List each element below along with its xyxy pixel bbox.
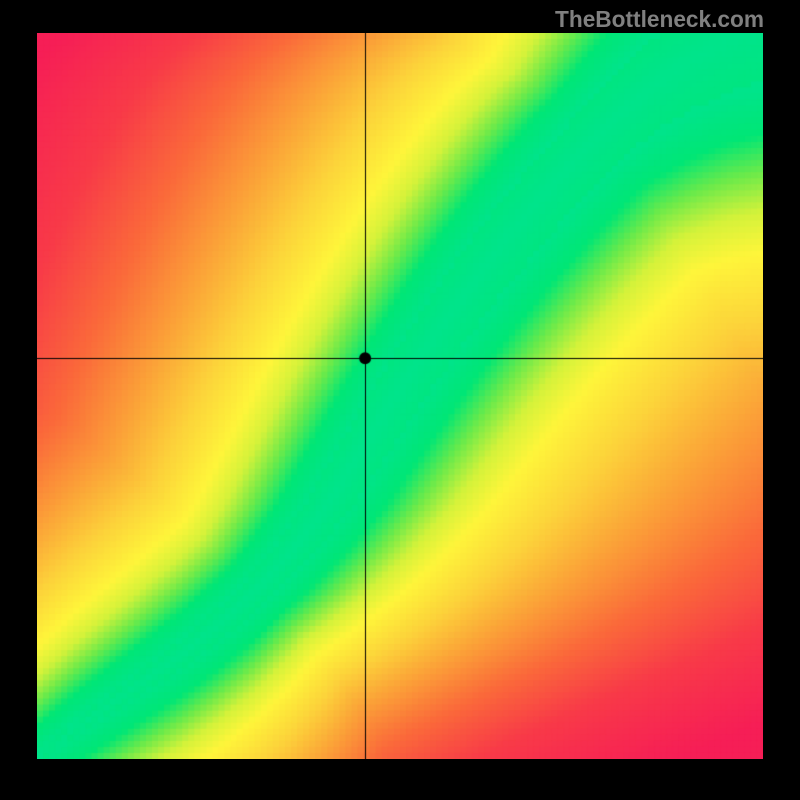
- watermark-text: TheBottleneck.com: [555, 6, 764, 33]
- heatmap-canvas: [37, 33, 763, 759]
- chart-frame: TheBottleneck.com: [0, 0, 800, 800]
- plot-area: [37, 33, 763, 759]
